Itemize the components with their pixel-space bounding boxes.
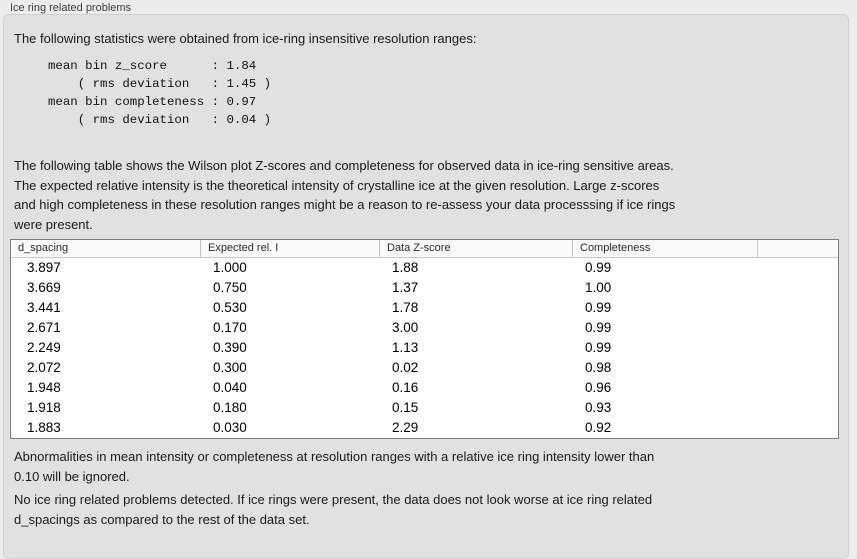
table-cell: 0.530: [213, 300, 247, 315]
table-cell: 1.78: [392, 300, 419, 315]
table-cell: 0.16: [392, 380, 419, 395]
table-cell: 0.96: [585, 380, 612, 395]
table-cell: 3.897: [27, 260, 61, 275]
table-cell: 0.99: [585, 340, 612, 355]
intro-text: The following statistics were obtained f…: [14, 31, 477, 46]
description-text: The following table shows the Wilson plo…: [14, 158, 676, 232]
table-cell: 0.030: [213, 420, 247, 435]
table-cell: 1.918: [27, 400, 61, 415]
note-text: Abnormalities in mean intensity or compl…: [14, 449, 655, 484]
table-cell: 1.88: [392, 260, 419, 275]
table-cell: 0.390: [213, 340, 247, 355]
table-row[interactable]: 1.883 0.030 2.29 0.92: [11, 418, 838, 438]
table-cell: 1.00: [585, 280, 612, 295]
table-cell: [758, 298, 838, 318]
table-cell: 0.15: [392, 400, 419, 415]
table-cell: 0.93: [585, 400, 612, 415]
table-row[interactable]: 2.249 0.390 1.13 0.99: [11, 338, 838, 358]
table-cell: [758, 318, 838, 338]
table-cell: 0.99: [585, 320, 612, 335]
table-body: 3.897 1.000 1.88 0.99 3.669 0.750 1.37 1.00 3.44…: [11, 258, 838, 438]
table-cell: 0.92: [585, 420, 612, 435]
table-cell: [758, 378, 838, 398]
table-cell: 0.040: [213, 380, 247, 395]
column-header-completeness[interactable]: Completeness: [573, 240, 758, 257]
ice-ring-panel: The following statistics were obtained f…: [3, 14, 849, 559]
table-cell: 2.072: [27, 360, 61, 375]
column-header-blank[interactable]: [758, 240, 838, 257]
table-cell: 0.300: [213, 360, 247, 375]
table-cell: 1.883: [27, 420, 61, 435]
table-cell: 0.99: [585, 260, 612, 275]
table-row[interactable]: 2.072 0.300 0.02 0.98: [11, 358, 838, 378]
table-cell: 0.170: [213, 320, 247, 335]
conclusion-text: No ice ring related problems detected. I…: [14, 492, 653, 527]
groupbox-title: Ice ring related problems: [10, 2, 132, 14]
table-cell: [758, 278, 838, 298]
ice-ring-report-screen: Ice ring related problems The following …: [3, 2, 849, 559]
column-header-d-spacing[interactable]: d_spacing: [11, 240, 201, 257]
column-header-data-z-score[interactable]: Data Z-score: [380, 240, 573, 257]
table-cell: [758, 358, 838, 378]
table-cell: [758, 398, 838, 418]
table-cell: 3.669: [27, 280, 61, 295]
table-cell: 1.000: [213, 260, 247, 275]
table-cell: 2.29: [392, 420, 419, 435]
table-row[interactable]: 3.669 0.750 1.37 1.00: [11, 278, 838, 298]
table-cell: 1.948: [27, 380, 61, 395]
table-header-row: d_spacing Expected rel. I Data Z-score Comp…: [11, 240, 838, 258]
table-row[interactable]: 3.897 1.000 1.88 0.99: [11, 258, 838, 278]
table-cell: 0.750: [213, 280, 247, 295]
stats-block: mean bin z_score : 1.84 ( rms deviation …: [48, 59, 272, 127]
table-cell: 0.02: [392, 360, 419, 375]
table-cell: 0.180: [213, 400, 247, 415]
table-cell: 1.37: [392, 280, 419, 295]
table-row[interactable]: 2.671 0.170 3.00 0.99: [11, 318, 838, 338]
table-cell: 3.00: [392, 320, 419, 335]
table-row[interactable]: 1.948 0.040 0.16 0.96: [11, 378, 838, 398]
ice-ring-table: d_spacing Expected rel. I Data Z-score Comp…: [10, 239, 839, 439]
table-cell: 0.98: [585, 360, 612, 375]
table-cell: 3.441: [27, 300, 61, 315]
table-cell: 2.249: [27, 340, 61, 355]
column-header-expected-rel-i[interactable]: Expected rel. I: [201, 240, 380, 257]
table-cell: 0.99: [585, 300, 612, 315]
table-cell: [758, 258, 838, 278]
table-cell: [758, 338, 838, 358]
table-cell: [758, 418, 838, 438]
table-row[interactable]: 1.918 0.180 0.15 0.93: [11, 398, 838, 418]
table-cell: 2.671: [27, 320, 61, 335]
table-cell: 1.13: [392, 340, 419, 355]
table-row[interactable]: 3.441 0.530 1.78 0.99: [11, 298, 838, 318]
